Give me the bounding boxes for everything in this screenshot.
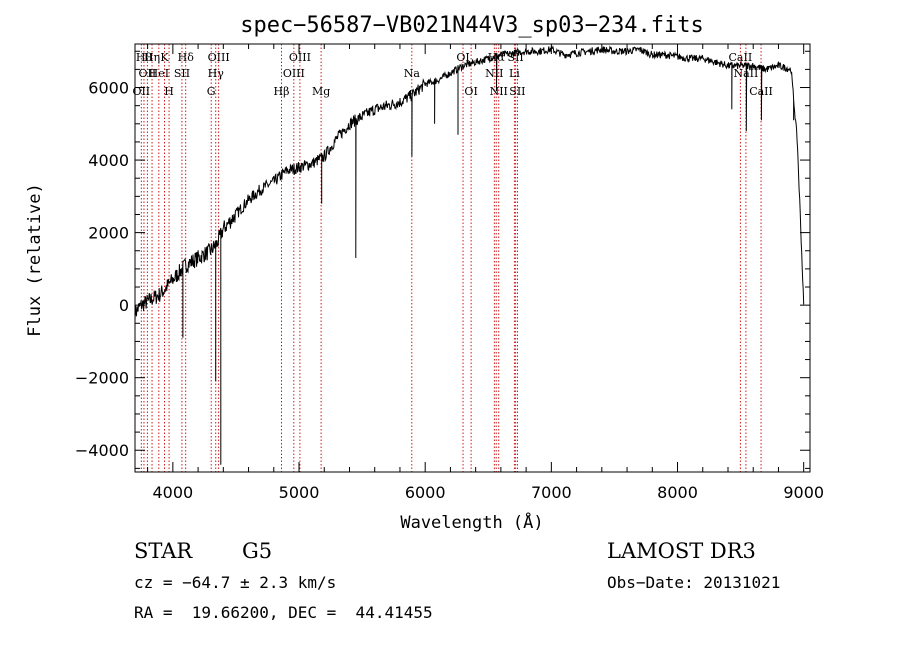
reference-line-label: Li bbox=[509, 67, 520, 80]
y-tick-label: −4000 bbox=[75, 441, 129, 460]
reference-line-label: SII bbox=[174, 67, 190, 80]
reference-line-label: OI bbox=[464, 85, 477, 98]
spectrum-line bbox=[134, 45, 805, 465]
plot-frame bbox=[134, 43, 811, 473]
reference-line-label: Hθ bbox=[136, 51, 153, 64]
y-tick-label: 4000 bbox=[88, 151, 129, 170]
x-tick-label: 8000 bbox=[657, 483, 698, 502]
reference-line-label: Hγ bbox=[208, 67, 225, 80]
reference-line-label: OII bbox=[132, 85, 150, 98]
survey-name: LAMOST DR3 bbox=[607, 539, 756, 563]
reference-line-label: Mg bbox=[312, 85, 330, 98]
y-tick-label: 6000 bbox=[88, 79, 129, 98]
y-axis-label: Flux (relative) bbox=[25, 183, 45, 337]
reference-line-labels: OIIHθOIIHηHeIKHSIIHδGHγOIIIHβOIIIOIIIMgN… bbox=[132, 51, 772, 98]
reference-line-label: OII bbox=[139, 67, 157, 80]
reference-lines bbox=[140, 44, 762, 472]
redshift-text: cz = −64.7 ± 2.3 km/s bbox=[134, 573, 337, 592]
observation-date: Obs−Date: 20131021 bbox=[607, 573, 781, 592]
reference-line-label: Hδ bbox=[178, 51, 195, 64]
x-tick-label: 7000 bbox=[531, 483, 572, 502]
coordinates-text: RA = 19.66200, DEC = 44.41455 bbox=[134, 603, 433, 622]
reference-line-label: OIII bbox=[289, 51, 311, 64]
axis-ticks bbox=[135, 44, 810, 472]
axis-tick-labels: 4000 5000 6000 7000 8000 9000 −4000 −2000 0 2000 4… bbox=[75, 79, 824, 502]
x-tick-label: 9000 bbox=[783, 483, 824, 502]
object-class: STAR bbox=[134, 539, 193, 563]
reference-line-label: OI bbox=[456, 51, 469, 64]
reference-line-label: HeI bbox=[149, 67, 169, 80]
reference-line-label: NII bbox=[485, 67, 503, 80]
reference-line-label: CaII bbox=[729, 51, 753, 64]
reference-line-label: H bbox=[164, 85, 174, 98]
reference-line-label: K bbox=[160, 51, 169, 64]
x-tick-label: 5000 bbox=[279, 483, 320, 502]
reference-line-label: OIII bbox=[208, 51, 230, 64]
object-subclass: G5 bbox=[242, 539, 273, 563]
reference-line-label: Hβ bbox=[274, 85, 290, 98]
y-tick-label: 2000 bbox=[88, 224, 129, 243]
x-axis-label: Wavelength (Å) bbox=[400, 511, 543, 533]
x-tick-label: 4000 bbox=[152, 483, 193, 502]
reference-line-label: Hη bbox=[144, 51, 160, 64]
reference-line-label: Na bbox=[404, 67, 421, 80]
reference-line-label: SII bbox=[509, 85, 525, 98]
x-tick-label: 6000 bbox=[405, 483, 446, 502]
y-tick-label: −2000 bbox=[75, 369, 129, 388]
reference-line-label: G bbox=[207, 85, 216, 98]
chart-title: spec−56587−VB021N44V3_sp03−234.fits bbox=[240, 13, 704, 38]
reference-line-label: NII bbox=[490, 85, 508, 98]
y-tick-label: 0 bbox=[119, 296, 129, 315]
reference-line-label: OIII bbox=[283, 67, 305, 80]
